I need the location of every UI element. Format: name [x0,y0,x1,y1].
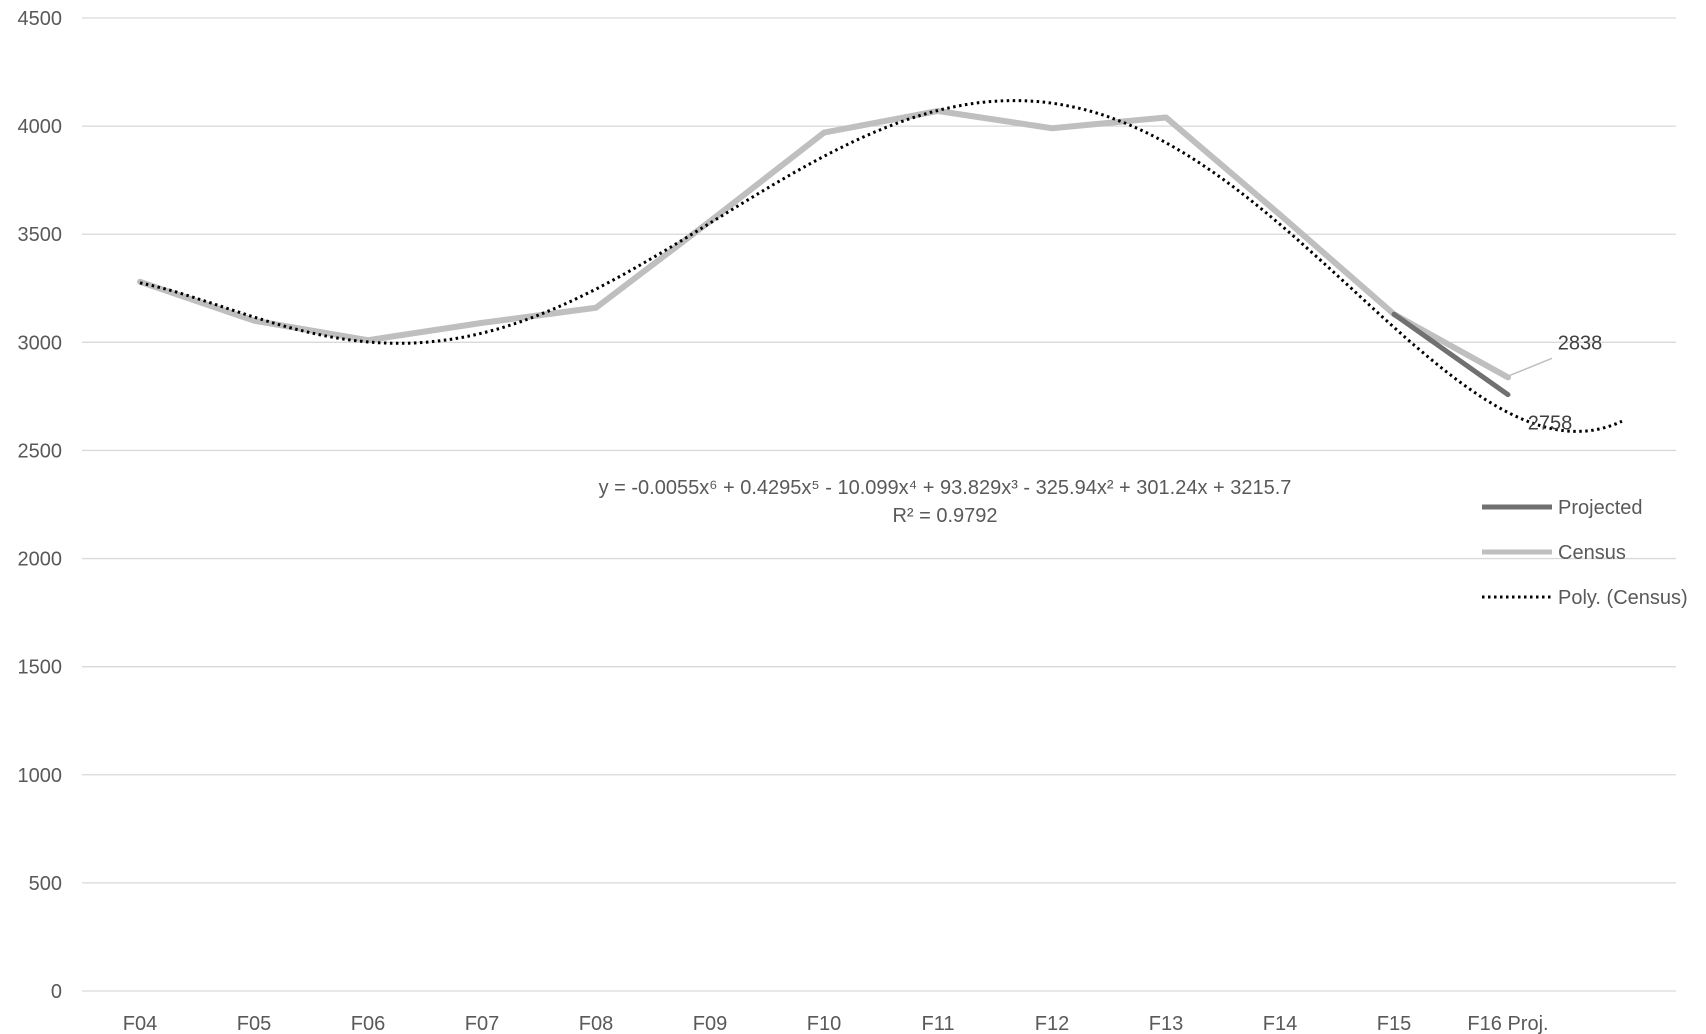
gridlines [82,17,1676,992]
data-label-leader-census [1509,357,1553,377]
y-tick-label-3000: 3000 [18,332,63,354]
x-tick-label-f08: F08 [579,1013,613,1034]
trendline [139,99,1623,433]
data-label-projected: 2758 [1528,413,1573,435]
x-tick-label-f09: F09 [693,1013,727,1034]
series-line-projected [1391,311,1511,398]
trendline-equation: y = -0.0055x⁶ + 0.4295x⁵ - 10.099x⁴ + 93… [599,477,1292,499]
legend: Projected Census Poly. (Census) [1482,497,1688,609]
y-tick-label-1500: 1500 [18,657,63,679]
y-tick-label-4000: 4000 [18,116,63,138]
x-axis-ticks: F04 F05 F06 F07 F08 F09 F10 F11 F12 F13 F14 F15 F16 … [123,1013,1549,1034]
y-tick-label-3500: 3500 [18,224,63,246]
y-tick-label-0: 0 [51,981,62,1003]
x-tick-label-f15: F15 [1377,1013,1411,1034]
x-tick-label-f13: F13 [1149,1013,1183,1034]
legend-label-census: Census [1558,542,1626,564]
x-tick-label-f10: F10 [807,1013,841,1034]
x-tick-label-f06: F06 [351,1013,385,1034]
y-axis-ticks: 0 500 1000 1500 2000 2500 3000 3500 4000 4500 [18,8,63,1003]
legend-label-projected: Projected [1558,497,1643,519]
data-label-census: 2838 [1558,332,1603,354]
x-tick-label-f05: F05 [237,1013,271,1034]
series-line-census [137,107,1511,381]
y-tick-label-1000: 1000 [18,765,63,787]
y-tick-label-2500: 2500 [18,440,63,462]
x-tick-label-f12: F12 [1035,1013,1069,1034]
x-tick-label-f04: F04 [123,1013,157,1034]
legend-label-poly-census: Poly. (Census) [1558,587,1688,609]
x-tick-label-f11: F11 [922,1013,955,1034]
y-tick-label-2000: 2000 [18,549,63,571]
trendline-poly-census [139,99,1623,433]
trendline-r2: R² = 0.9792 [892,505,997,527]
x-tick-label-f07: F07 [465,1013,499,1034]
series-lines [137,107,1511,398]
x-tick-label-f16-proj-: F16 Proj. [1467,1013,1548,1034]
x-tick-label-f14: F14 [1263,1013,1297,1034]
y-tick-label-4500: 4500 [18,8,63,30]
y-tick-label-500: 500 [29,873,62,895]
data-labels: 2838 2758 [1509,332,1603,435]
